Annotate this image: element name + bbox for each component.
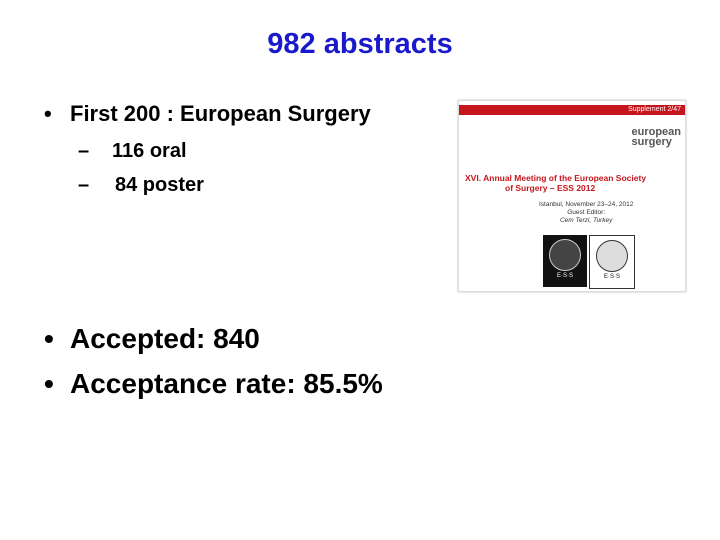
bullet: • Accepted: 840 xyxy=(44,323,260,354)
logo-text: E·S·S xyxy=(603,274,620,280)
bullet-text: Accepted: 840 xyxy=(70,323,260,354)
meeting-info: Istanbul, November 23–24, 2012 Guest Edit… xyxy=(539,201,633,225)
editor: Cem Terzi, Turkey xyxy=(559,217,613,224)
meeting-title: XVI. Annual Meeting of the European Soci… xyxy=(465,173,646,193)
journal-line: european xyxy=(631,126,681,138)
journal-cover: Supplement 2/47 european surgery XVI. Ann… xyxy=(458,100,686,292)
logo: E·S·S xyxy=(589,235,635,289)
journal-line: surgery xyxy=(631,136,672,148)
sub-bullet: –84 poster xyxy=(78,174,204,196)
logo-text: E·S·S xyxy=(556,273,573,279)
bullet-text: Acceptance rate: 85.5% xyxy=(70,368,383,399)
cover-bar xyxy=(459,105,685,115)
sub-bullet-text: 84 poster xyxy=(115,174,204,196)
journal-name: european surgery xyxy=(631,126,681,148)
bullet: • Acceptance rate: 85.5% xyxy=(44,368,383,399)
meeting-line: XVI. Annual Meeting of the European Soci… xyxy=(465,173,647,183)
logo: E·S·S xyxy=(543,235,587,287)
sub-bullet-text: 116 oral xyxy=(112,140,187,162)
supplement: Supplement 2/47 xyxy=(628,106,681,113)
bullet-text: First 200 : European Surgery xyxy=(70,101,371,126)
meeting-line: of Surgery – ESS 2012 xyxy=(505,183,596,193)
editor-label: Guest Editor: xyxy=(567,209,606,216)
place: Istanbul, November 23–24, 2012 xyxy=(539,201,634,208)
slide-title: 982 abstracts xyxy=(267,28,453,60)
bullet: • First 200 : European Surgery xyxy=(44,101,371,126)
sub-bullet: –116 oral xyxy=(78,140,187,162)
